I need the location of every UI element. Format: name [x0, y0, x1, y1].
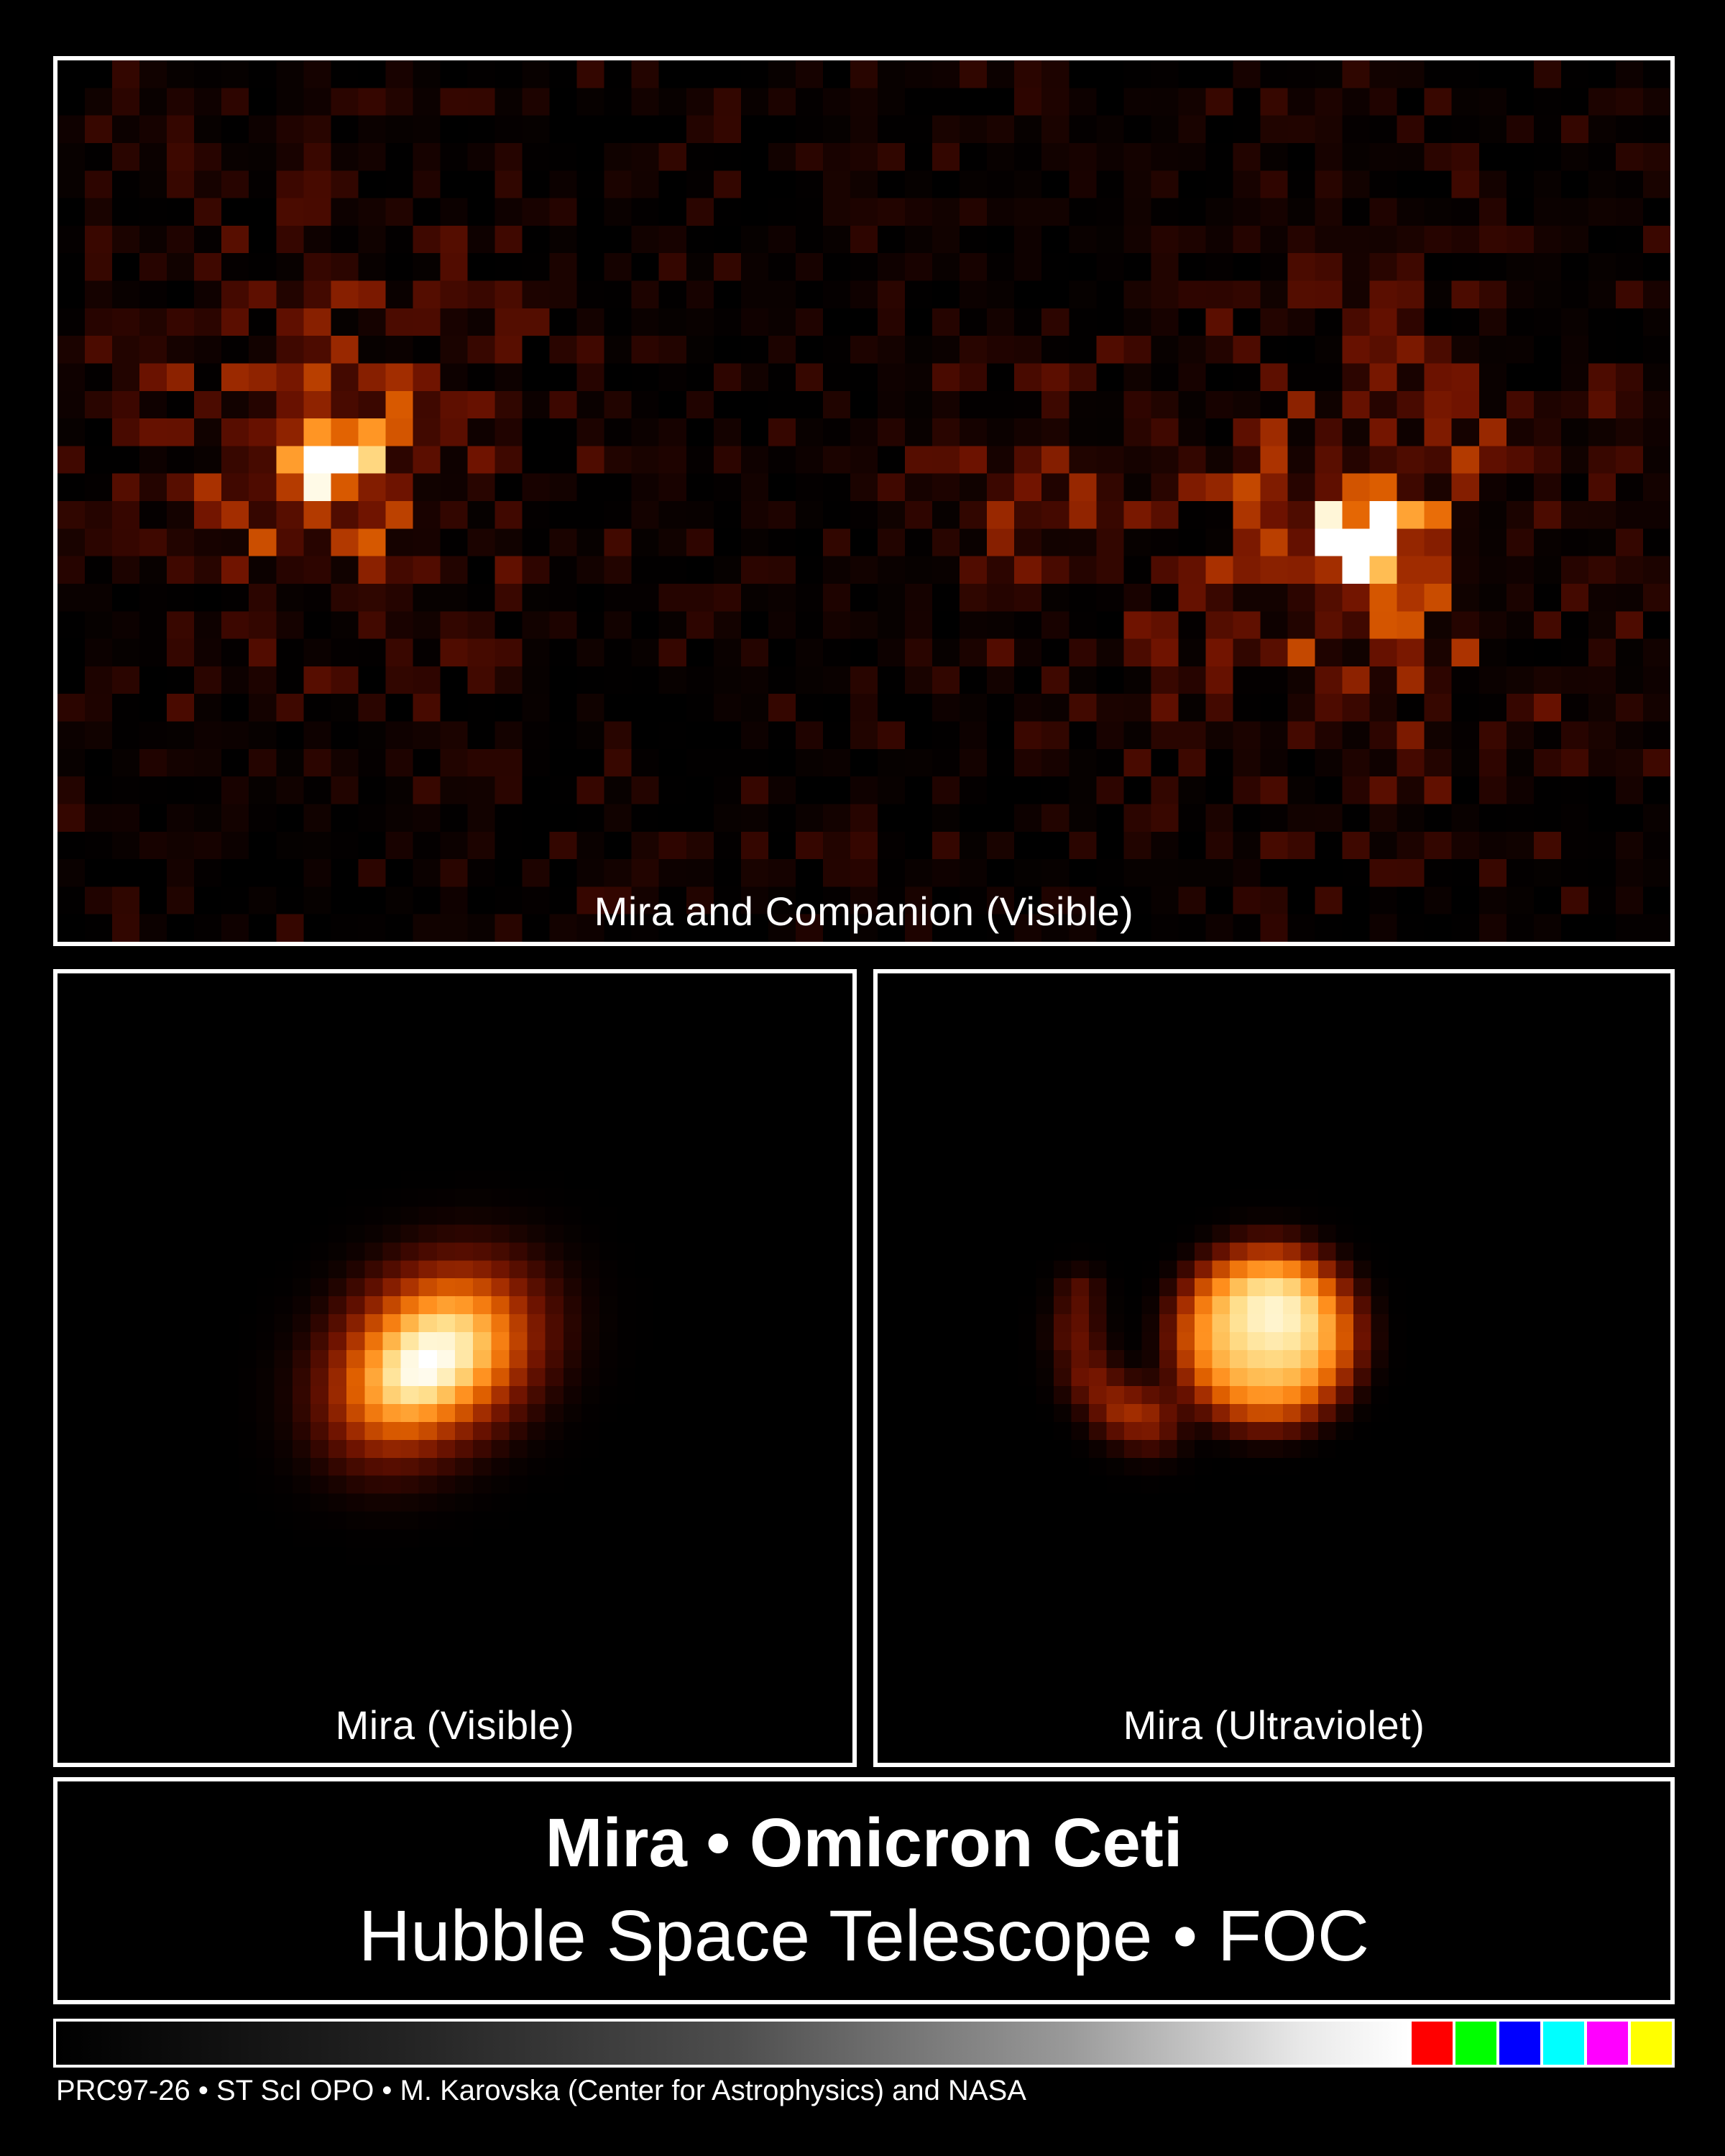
colorbar-swatch	[1543, 2022, 1584, 2065]
mira-visible-image	[58, 973, 852, 1763]
grayscale-gradient	[56, 2022, 1409, 2065]
mira-companion-visible-label: Mira and Companion (Visible)	[594, 889, 1134, 934]
colorbar-swatch	[1587, 2022, 1628, 2065]
page-title: Mira • Omicron Ceti	[545, 1804, 1183, 1882]
colorbar-swatch	[1412, 2022, 1453, 2065]
mira-companion-visible-image	[58, 60, 1670, 942]
credit-caption: PRC97-26 • ST ScI OPO • M. Karovska (Cen…	[56, 2075, 1026, 2106]
mira-visible-label: Mira (Visible)	[335, 1702, 575, 1748]
colorbar-swatch	[1499, 2022, 1540, 2065]
colorbar-swatches	[1412, 2022, 1672, 2065]
mira-visible-panel: Mira (Visible)	[53, 969, 857, 1767]
mira-ultraviolet-panel: Mira (Ultraviolet)	[873, 969, 1675, 1767]
mira-ultraviolet-label: Mira (Ultraviolet)	[1123, 1702, 1425, 1748]
mira-ultraviolet-image	[878, 973, 1670, 1763]
colorbar-swatch	[1631, 2022, 1672, 2065]
mira-companion-visible-panel: Mira and Companion (Visible)	[53, 56, 1675, 946]
page-subtitle: Hubble Space Telescope • FOC	[358, 1895, 1370, 1976]
colorbar-swatch	[1455, 2022, 1496, 2065]
title-box: Mira • Omicron Ceti Hubble Space Telesco…	[53, 1777, 1675, 2004]
calibration-colorbar	[53, 2019, 1675, 2068]
